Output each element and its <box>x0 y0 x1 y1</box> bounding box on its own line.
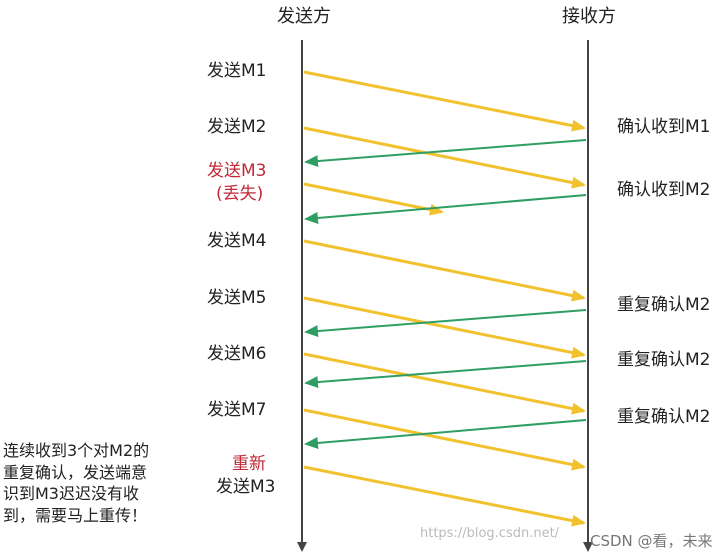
sender-label-m3: 发送M3 <box>207 161 267 181</box>
sender-label-m6: 发送M6 <box>207 344 267 364</box>
data-arrow-m2 <box>303 126 586 189</box>
receiver-header: 接收方 <box>562 6 616 27</box>
resend-label-m3: 发送M3 <box>216 477 276 497</box>
sender-header: 发送方 <box>277 6 331 27</box>
data-arrow-m3-lost <box>303 182 444 216</box>
data-arrow-m7 <box>303 408 586 471</box>
sender-label-m7: 发送M7 <box>207 400 267 420</box>
ack-arrow-dup-1 <box>304 309 587 338</box>
data-arrow-m5 <box>303 296 586 359</box>
receiver-label-ack-m2: 确认收到M2 <box>617 180 711 200</box>
watermark-url: https://blog.csdn.net/ <box>420 526 560 541</box>
resend-label: 重新 <box>232 454 266 474</box>
sender-label-m2: 发送M2 <box>207 117 267 137</box>
watermark-csdn: CSDN @看，未来 <box>590 532 713 550</box>
data-arrow-m6 <box>303 352 586 415</box>
sender-label-m1: 发送M1 <box>207 61 267 81</box>
ack-arrow-m1 <box>304 139 587 168</box>
data-arrow-m1 <box>303 70 586 132</box>
sender-label-m5: 发送M5 <box>207 288 267 308</box>
receiver-label-dup-2: 重复确认M2 <box>617 350 711 370</box>
ack-arrow-m2 <box>304 194 587 224</box>
explanation-note: 连续收到3个对M2的 重复确认，发送端意 识到M3迟迟没有收 到，需要马上重传！ <box>3 441 150 525</box>
data-arrow-m4 <box>303 239 586 302</box>
sender-label-m4: 发送M4 <box>207 231 267 251</box>
data-arrow-m3-resend <box>303 465 586 527</box>
receiver-label-dup-3: 重复确认M2 <box>617 407 711 427</box>
ack-arrow-dup-3 <box>304 419 587 449</box>
receiver-label-ack-m1: 确认收到M1 <box>617 117 711 137</box>
receiver-label-dup-1: 重复确认M2 <box>617 295 711 315</box>
ack-arrow-dup-2 <box>304 360 587 389</box>
lost-label: (丢失) <box>216 184 264 204</box>
